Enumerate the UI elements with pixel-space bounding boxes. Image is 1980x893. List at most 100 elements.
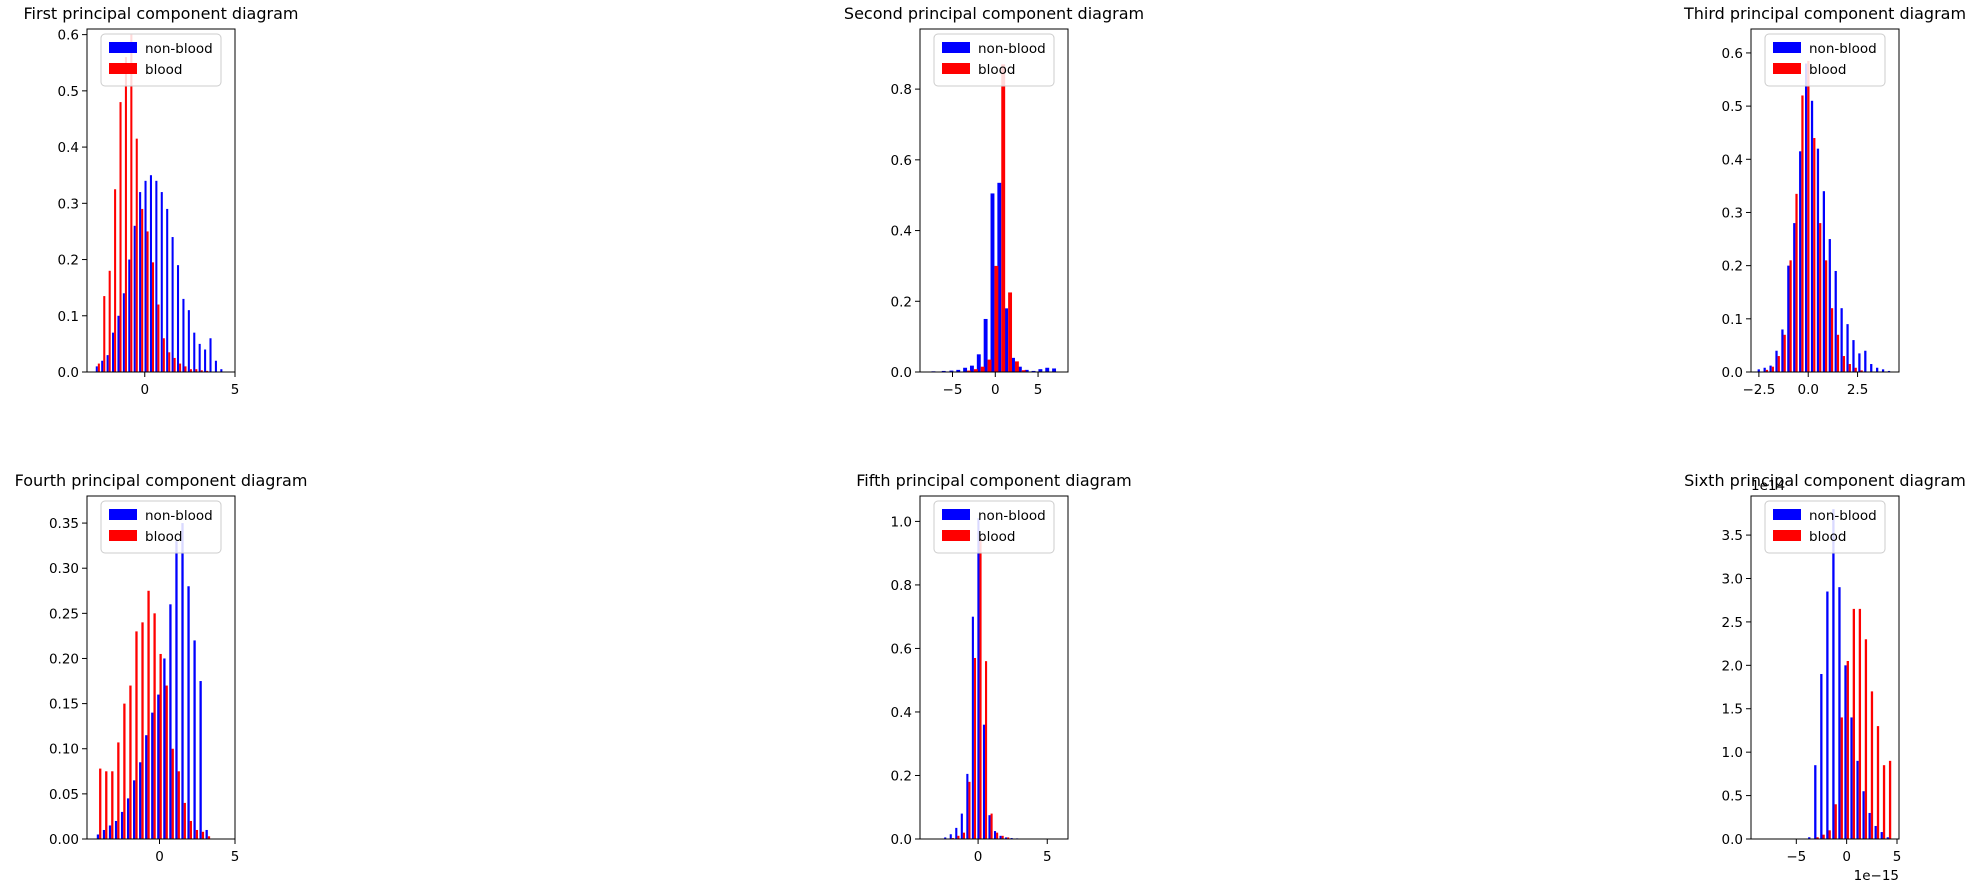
bar-non-blood xyxy=(128,259,131,372)
bar-non-blood xyxy=(157,694,160,839)
x-tick-label: 5 xyxy=(231,849,240,865)
bar-non-blood xyxy=(949,370,954,372)
bar-blood xyxy=(130,34,133,373)
x-tick-label: 0 xyxy=(155,849,164,865)
y-tick-label: 0.5 xyxy=(1722,789,1743,805)
chart-panel-6: Sixth principal component diagram 0.0 0.5 1… xyxy=(1684,471,1966,884)
bar-non-blood xyxy=(1816,148,1820,372)
bar-blood xyxy=(1852,608,1855,839)
bar-blood xyxy=(108,270,111,372)
bar-non-blood xyxy=(133,780,136,839)
bar-non-blood xyxy=(1856,760,1859,839)
bar-non-blood xyxy=(977,518,980,839)
axes-frame xyxy=(86,495,236,840)
axes-frame xyxy=(1750,495,1900,840)
bar-blood xyxy=(987,359,992,372)
chart-title: First principal component diagram xyxy=(24,4,299,23)
bar-blood xyxy=(141,208,144,372)
y-tick-label: 1.0 xyxy=(1722,745,1743,761)
bar-blood xyxy=(114,189,117,372)
bar-blood xyxy=(173,357,176,372)
bar-non-blood xyxy=(1886,837,1889,839)
bar-blood xyxy=(973,657,977,839)
bar-non-blood xyxy=(187,310,190,372)
bar-blood xyxy=(135,138,138,372)
bar-blood xyxy=(1860,370,1863,372)
legend: non-blood blood xyxy=(933,500,1055,554)
legend: non-blood blood xyxy=(100,33,222,87)
bar-blood xyxy=(1842,356,1846,372)
bar-non-blood xyxy=(145,735,148,839)
bar-non-blood xyxy=(1844,665,1847,839)
bar-non-blood xyxy=(1820,674,1823,839)
legend-swatch-blood xyxy=(109,63,137,74)
bar-blood xyxy=(1864,639,1868,839)
bar-blood xyxy=(1014,361,1019,372)
bar-blood xyxy=(165,685,168,839)
bar-blood xyxy=(207,836,211,839)
bar-blood xyxy=(124,57,127,373)
y-tick-label: 0.00 xyxy=(49,832,79,848)
chart-title: Sixth principal component diagram xyxy=(1684,471,1966,490)
legend-label: blood xyxy=(1809,529,1846,545)
axes-frame xyxy=(86,28,236,373)
legend-label: blood xyxy=(145,529,182,545)
bar-non-blood xyxy=(209,338,212,372)
bar-non-blood xyxy=(139,192,142,372)
legend-label: non-blood xyxy=(978,508,1046,524)
bar-blood xyxy=(151,262,155,372)
bar-non-blood xyxy=(108,825,112,839)
y-tick-label: 0.0 xyxy=(891,365,912,381)
chart-panel-1: First principal component diagram 0.0 0.1 0… xyxy=(24,4,299,398)
bar-non-blood xyxy=(1793,223,1796,372)
legend: non-blood blood xyxy=(933,33,1055,87)
y-tick-label: 2.5 xyxy=(1722,615,1743,631)
bar-non-blood xyxy=(971,616,974,839)
bar-blood xyxy=(105,771,108,839)
bar-non-blood xyxy=(187,586,190,839)
bar-blood xyxy=(1822,834,1825,839)
bar-blood xyxy=(168,352,171,372)
legend-swatch-non-blood xyxy=(1773,509,1801,520)
bar-blood xyxy=(135,631,138,839)
bar-blood xyxy=(1846,660,1849,839)
y-tick-label: 0.25 xyxy=(49,606,79,622)
legend-label: non-blood xyxy=(145,41,213,57)
bar-non-blood xyxy=(1838,587,1841,839)
y-tick-label: 0.6 xyxy=(1722,46,1743,62)
y-tick-label: 0.05 xyxy=(49,787,79,803)
bar-non-blood xyxy=(949,834,952,839)
chart-panel-3: Third principal component diagram 0.0 0.1 0… xyxy=(1683,4,1966,398)
bar-blood xyxy=(957,835,960,839)
y-tick-label: 0.3 xyxy=(1722,205,1743,221)
chart-panel-5: Fifth principal component diagram 0.0 0.2 0… xyxy=(856,471,1132,865)
chart-panel-4: Fourth principal component diagram 0.00 0.… xyxy=(15,471,308,865)
bar-blood xyxy=(990,813,993,839)
bar-blood xyxy=(994,265,999,372)
bar-blood xyxy=(153,613,156,839)
bar-blood xyxy=(119,102,122,372)
bar-non-blood xyxy=(969,365,974,372)
bar-blood xyxy=(1807,60,1810,372)
y-tick-label: 0.0 xyxy=(1722,365,1743,381)
bar-blood xyxy=(985,661,988,839)
legend-swatch-blood xyxy=(942,63,970,74)
y-tick-label: 0.2 xyxy=(891,768,912,784)
bar-non-blood xyxy=(982,724,986,839)
y-tick-label: 0.4 xyxy=(891,224,912,240)
bar-blood xyxy=(129,685,132,839)
bar-non-blood xyxy=(963,367,968,372)
bar-blood xyxy=(103,296,106,372)
y-offset-text: 1e14 xyxy=(1751,478,1785,494)
bar-non-blood xyxy=(214,360,217,372)
legend-label: non-blood xyxy=(145,508,213,524)
y-tick-label: 0.15 xyxy=(49,697,79,713)
bar-non-blood xyxy=(1024,369,1029,372)
bar-non-blood xyxy=(1769,365,1772,372)
x-tick-label: 0.0 xyxy=(1797,382,1818,398)
bar-non-blood xyxy=(1038,369,1043,372)
chart-panel-2: Second principal component diagram 0.0 0.2… xyxy=(844,4,1144,398)
legend-swatch-blood xyxy=(1773,530,1801,541)
y-tick-label: 0.8 xyxy=(891,82,912,98)
bar-blood xyxy=(1777,356,1780,372)
